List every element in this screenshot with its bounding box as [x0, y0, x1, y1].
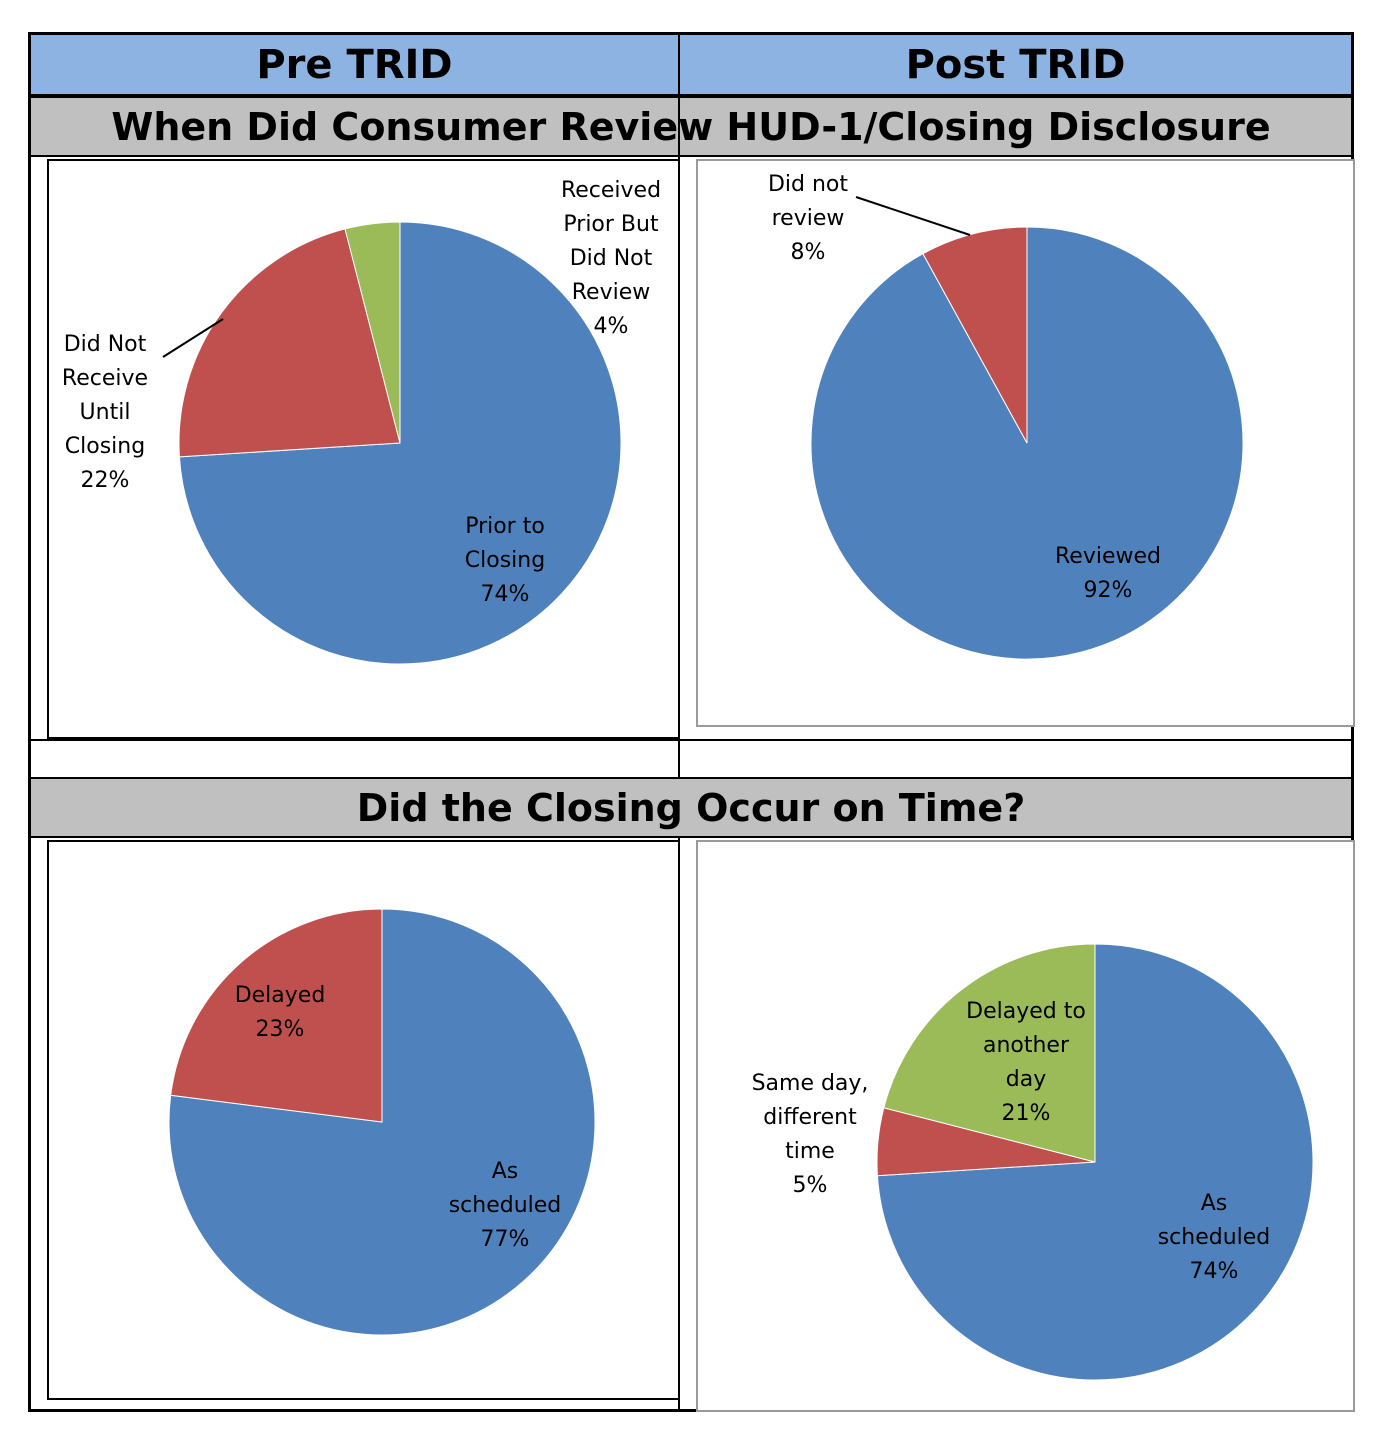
- review-section-title: When Did Consumer Review HUD-1/Closing D…: [31, 96, 1351, 157]
- ontime-section-title: Did the Closing Occur on Time?: [31, 777, 1351, 838]
- pre-ontime-panel: As scheduled 77% Delayed 23%: [47, 840, 680, 1400]
- pre-ontime-label-0: As scheduled 77%: [449, 1159, 562, 1252]
- pre-ontime-label-1: Delayed 23%: [235, 983, 326, 1042]
- pre-review-slice-2: [344, 221, 401, 444]
- pre-review-label-1: Did Not Receive Until Closing 22%: [62, 332, 148, 493]
- post-ontime-panel: As scheduled 74% Same day, different time 5% De…: [696, 840, 1355, 1412]
- post-review-label-1: Did not review 8%: [768, 172, 848, 265]
- pre-review-slice-1: [178, 228, 401, 458]
- post-review-slice-1: [922, 226, 1028, 444]
- pre-review-panel: Prior to Closing 74% Did Not Receive Until Clo…: [47, 159, 680, 739]
- pre-review-label-2: Received Prior But Did Not Review 4%: [561, 178, 661, 339]
- column-divider: [678, 96, 680, 1412]
- post-review-slice-0: [810, 226, 1244, 660]
- comparison-grid: Pre TRID Post TRID When Did Consumer Rev…: [28, 32, 1355, 1412]
- pre-review-pie-chart: Prior to Closing 74% Did Not Receive Until Clo…: [62, 178, 661, 665]
- pre-review-label-0: Prior to Closing 74%: [465, 514, 545, 607]
- post-review-leader-line-1: [855, 196, 971, 236]
- post-review-panel: Reviewed 92% Did not review 8%: [696, 159, 1355, 727]
- post-trid-header: Post TRID: [680, 35, 1351, 96]
- pre-trid-header: Pre TRID: [31, 35, 680, 96]
- pre-ontime-pie-chart: As scheduled 77% Delayed 23%: [168, 908, 596, 1336]
- post-ontime-label-0: As scheduled 74%: [1158, 1191, 1271, 1284]
- post-ontime-label-1: Same day, different time 5%: [752, 1071, 869, 1198]
- post-review-pie-chart: Reviewed 92% Did not review 8%: [768, 172, 1244, 660]
- spacer-row-top-border: [31, 739, 1351, 741]
- post-ontime-pie-chart: As scheduled 74% Same day, different time 5% De…: [752, 943, 1314, 1381]
- post-ontime-label-2: Delayed to another day 21%: [966, 999, 1086, 1126]
- pre-ontime-slice-0: [168, 908, 596, 1336]
- pre-ontime-slice-1: [170, 908, 383, 1123]
- post-ontime-slice-2: [883, 943, 1096, 1163]
- post-review-label-0: Reviewed 92%: [1055, 544, 1161, 603]
- pre-review-leader-line-1: [162, 318, 224, 358]
